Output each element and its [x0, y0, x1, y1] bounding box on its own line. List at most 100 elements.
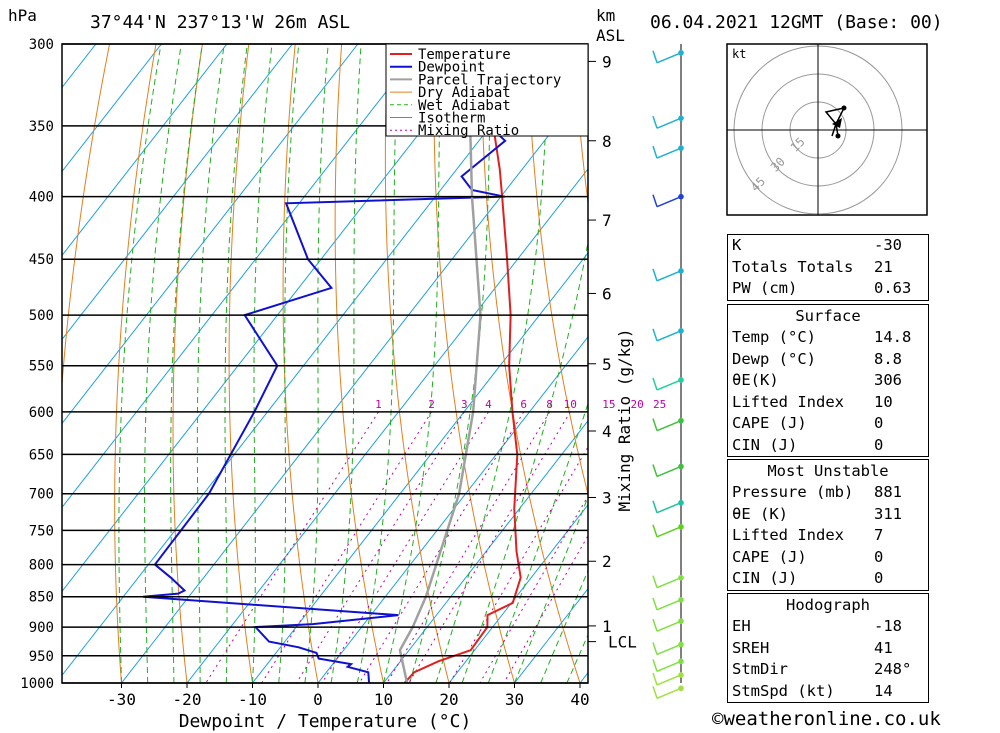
km-tick-label: 5 — [602, 355, 612, 374]
wind-barb-flag — [652, 268, 658, 282]
hodograph-key: SREH — [732, 638, 770, 657]
wind-barb-flag — [652, 50, 658, 64]
wind-barb — [656, 660, 682, 673]
index-value: 0.63 — [874, 279, 912, 297]
legend-label: Parcel Trajectory — [418, 72, 561, 88]
isotherm-line — [186, 168, 588, 683]
km-tick-label: 8 — [602, 132, 612, 151]
pressure-tick-label: 650 — [29, 447, 54, 463]
isotherm-line — [62, 44, 228, 257]
datetime-label: 06.04.2021 12GMT (Base: 00) — [650, 12, 943, 33]
dry-adiabat-line — [573, 44, 588, 207]
x-tick-label: 0 — [313, 690, 323, 709]
dry-adiabat-line — [228, 44, 254, 683]
surface-table: Surface Temp (°C) 14.8 Dewp (°C) 8.8 θE(K) 306… — [727, 304, 929, 457]
wet-adiabat-line — [409, 44, 492, 683]
most-unstable-row: Lifted Index 7 — [728, 525, 928, 547]
surface-value: 10 — [874, 392, 893, 411]
wind-barb — [656, 379, 682, 391]
surface-row: CIN (J) 0 — [728, 435, 928, 457]
most-unstable-value: 7 — [874, 526, 884, 544]
pressure-tick-label: 950 — [29, 649, 54, 665]
km-tick-label: 2 — [602, 552, 612, 571]
surface-row: Lifted Index 10 — [728, 392, 928, 414]
wet-adiabat-line — [330, 44, 362, 683]
most-unstable-value: 0 — [874, 569, 884, 587]
pressure-tick-label: 500 — [29, 308, 54, 324]
wind-barb-flag — [652, 575, 658, 588]
wind-barb-flag — [652, 618, 658, 632]
most-unstable-title: Most Unstable — [767, 462, 889, 480]
pressure-tick-label: 600 — [29, 405, 54, 421]
surface-row: Temp (°C) 14.8 — [728, 327, 928, 349]
lcl-label: LCL — [608, 633, 637, 652]
x-tick-label: -30 — [107, 690, 136, 709]
wind-barb — [656, 643, 682, 656]
most-unstable-key: CIN (J) — [732, 569, 798, 587]
wind-barb-flag — [652, 115, 658, 129]
wet-adiabat-line — [118, 44, 162, 683]
dry-adiabat-line — [62, 44, 111, 391]
hodograph-value: 41 — [874, 638, 893, 657]
x-tick-label: 30 — [505, 690, 524, 709]
wet-adiabat-line — [196, 44, 225, 683]
wind-barb — [656, 576, 682, 589]
isotherm-line — [62, 44, 359, 425]
most-unstable-key: Lifted Index — [732, 526, 844, 544]
location-label: 37°44'N 237°13'W 26m ASL — [90, 12, 351, 33]
surface-row: CAPE (J) 0 — [728, 413, 928, 435]
surface-key: Temp (°C) — [732, 328, 816, 346]
wind-barb — [656, 147, 682, 159]
isotherm-line — [62, 44, 97, 89]
index-row: K -30 — [728, 235, 928, 257]
isotherm-line — [62, 44, 293, 341]
wind-barb-flag — [652, 328, 658, 342]
hodograph-value: 14 — [874, 681, 893, 700]
wind-barb — [656, 526, 682, 538]
surface-row: Dewp (°C) 8.8 — [728, 349, 928, 371]
mixing-ratio-line — [503, 534, 588, 683]
mixing-ratio-label: 4 — [485, 398, 492, 411]
isotherm-line — [513, 587, 588, 683]
wet-adiabat-line — [540, 569, 588, 683]
pressure-tick-label: 300 — [29, 37, 54, 53]
index-value: 21 — [874, 257, 893, 276]
x-tick-label: 10 — [374, 690, 393, 709]
dry-adiabat-line — [384, 44, 450, 683]
km-unit-label: km — [596, 6, 616, 25]
wind-barb-flag — [652, 418, 658, 431]
hpa-unit-label: hPa — [8, 6, 37, 25]
wind-barb-flag — [652, 377, 658, 391]
wet-adiabat-line — [278, 44, 300, 683]
pressure-tick-label: 700 — [29, 487, 54, 503]
surface-value: 306 — [874, 371, 902, 389]
wet-adiabat-line — [252, 44, 273, 683]
mixing-ratio-axis-label: Mixing Ratio (g/kg) — [615, 328, 634, 511]
hodograph-point — [835, 133, 841, 139]
isotherm-line — [448, 503, 588, 683]
hodograph-unit: kt — [732, 47, 746, 61]
wind-barb-flag — [652, 464, 658, 477]
indices-table: K -30 Totals Totals 21 PW (cm) 0.63 — [727, 234, 929, 301]
most-unstable-value: 881 — [874, 483, 902, 501]
most-unstable-key: Pressure (mb) — [732, 483, 854, 501]
legend-label: Mixing Ratio — [418, 123, 519, 139]
isotherm-line — [120, 84, 588, 683]
wet-adiabat-line — [170, 44, 203, 683]
dry-adiabat-line — [114, 44, 157, 683]
wind-barb-flag — [652, 686, 658, 699]
dry-adiabat-line — [282, 44, 319, 683]
x-tick-label: 20 — [439, 690, 458, 709]
surface-key: θE(K) — [732, 371, 779, 389]
wind-barb — [656, 465, 682, 478]
parcel-trajectory-line — [398, 44, 482, 683]
hodograph-key: StmDir — [732, 660, 788, 678]
km-tick-label: 4 — [602, 422, 612, 441]
mixing-ratio-line — [479, 495, 588, 683]
pressure-tick-label: 800 — [29, 558, 54, 574]
index-key: K — [732, 236, 742, 254]
pressure-tick-label: 450 — [29, 252, 54, 268]
